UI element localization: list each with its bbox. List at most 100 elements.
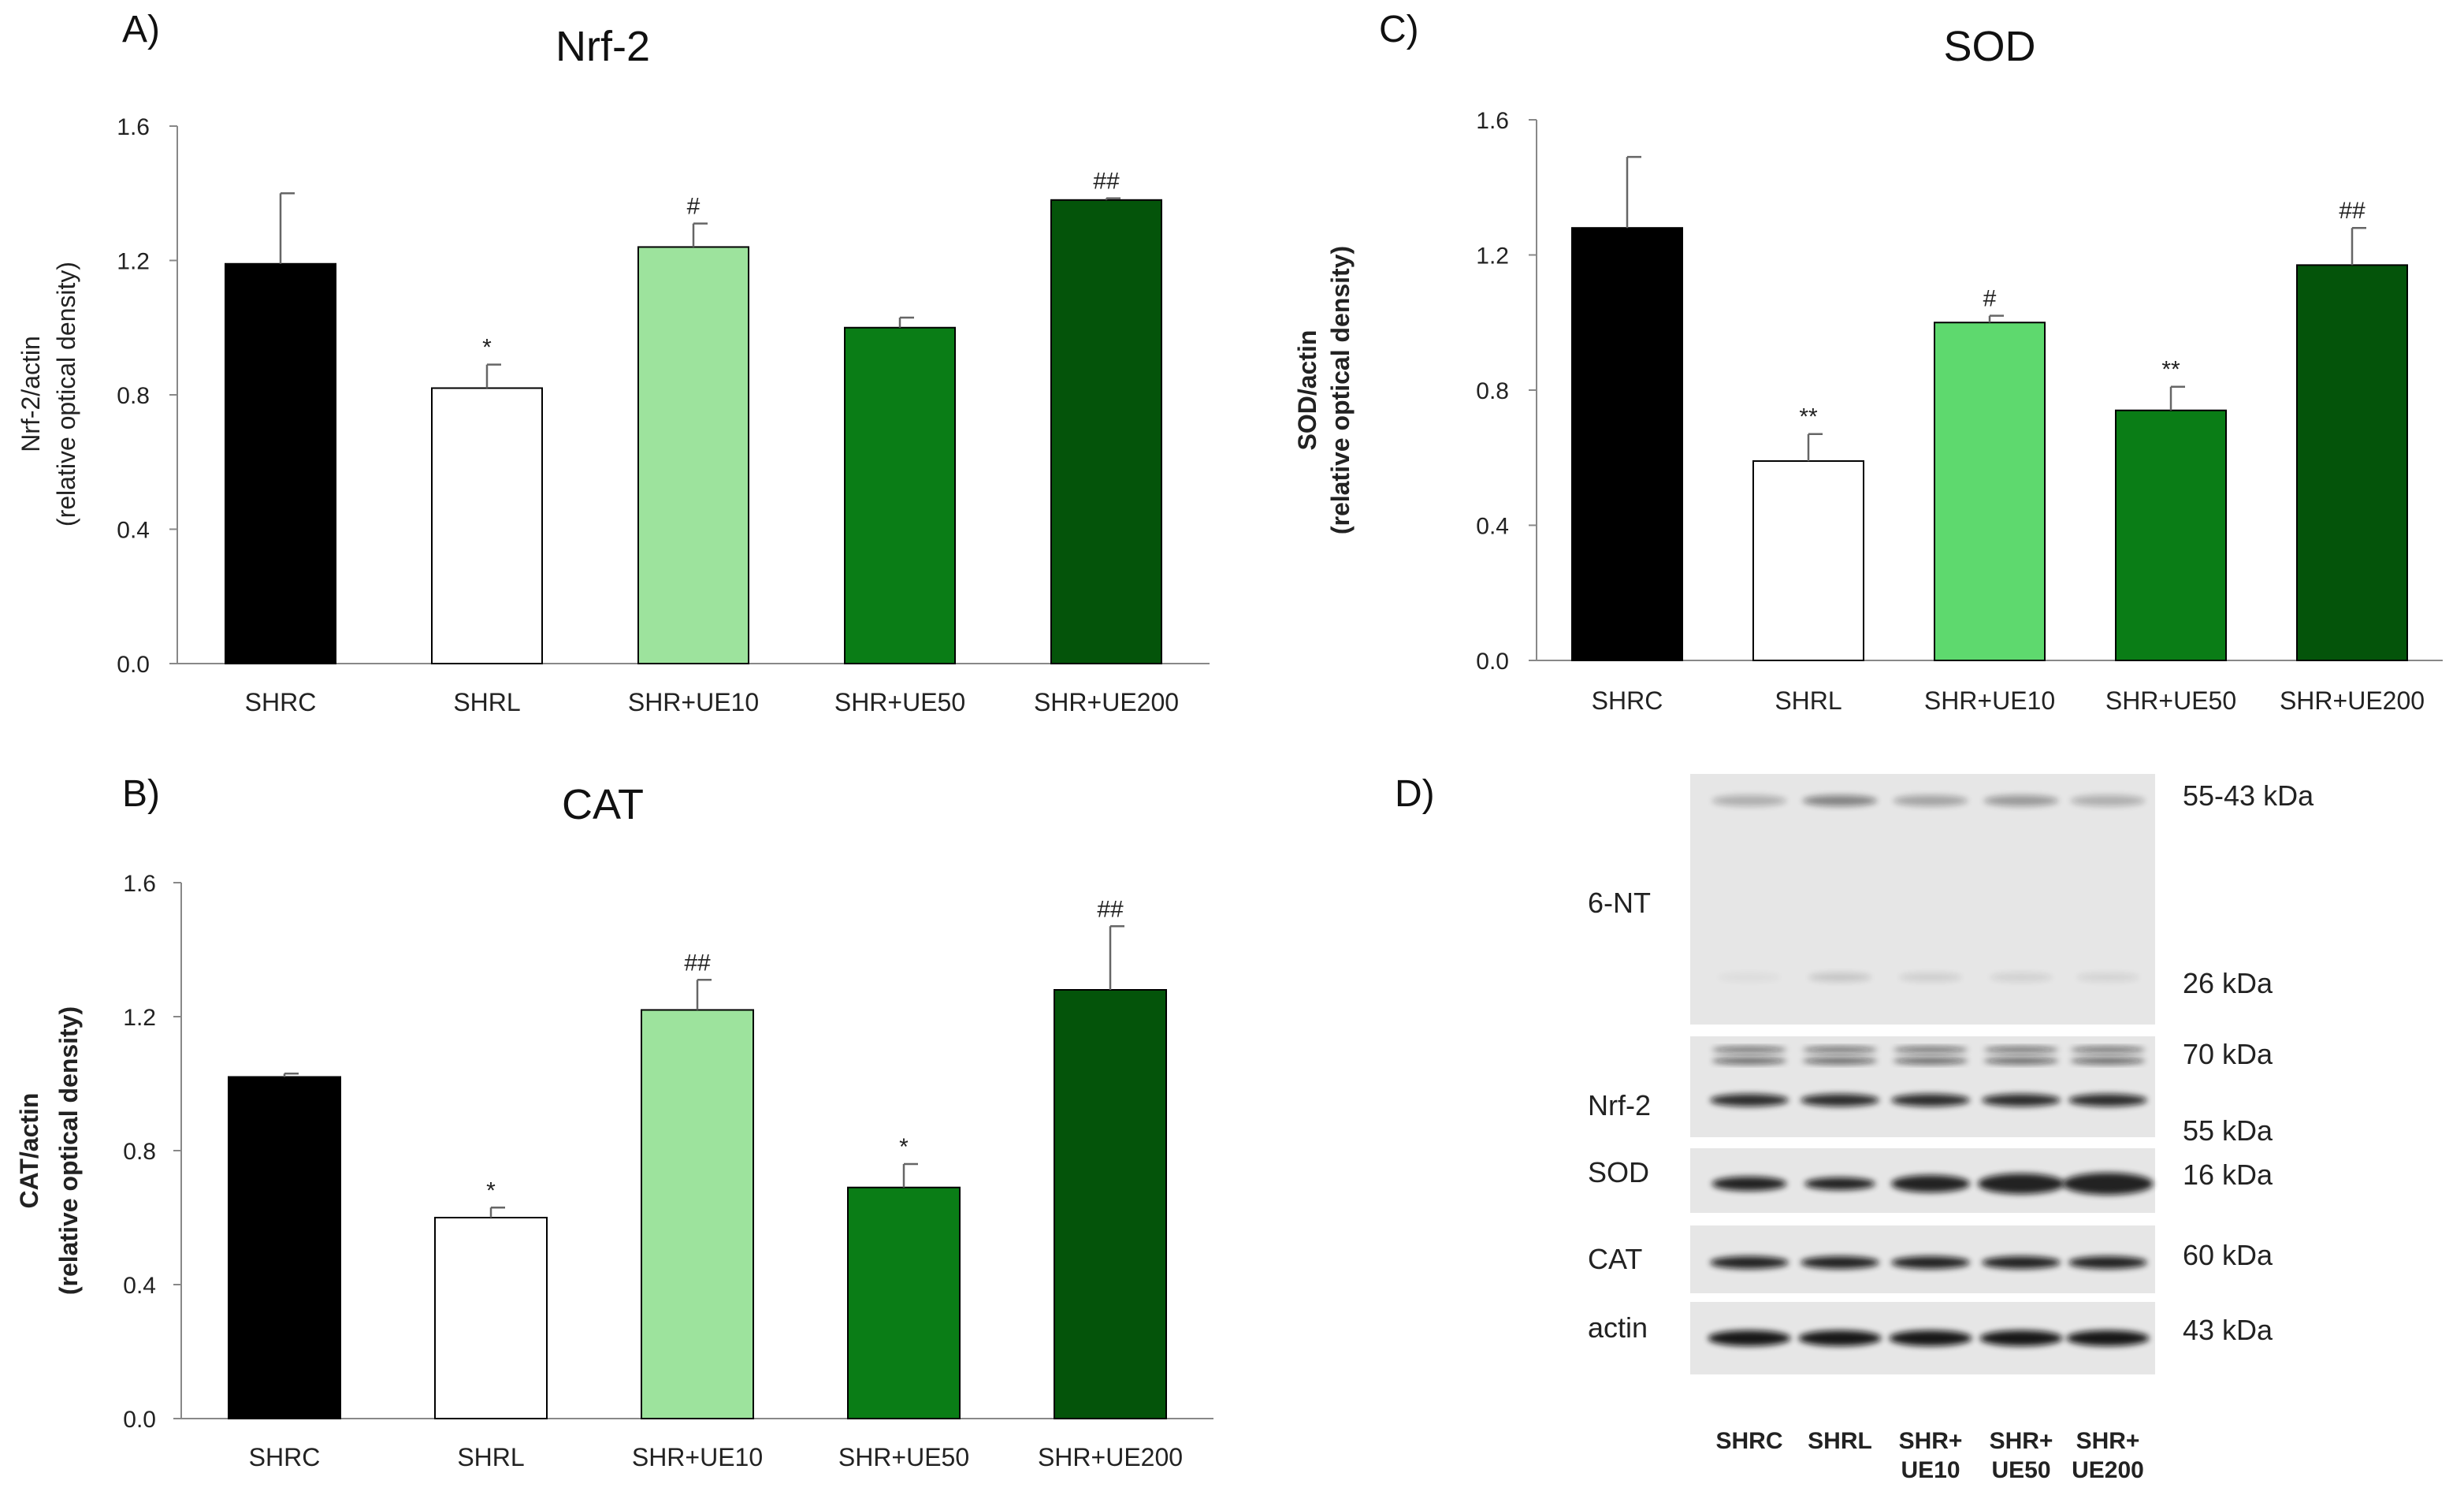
x-tick-label: SHRL: [453, 688, 520, 716]
bar-shr-ue200: [2296, 264, 2408, 661]
band-sod: [1804, 1177, 1875, 1190]
panel-letter: B): [122, 773, 160, 815]
band-6nt-lower: [1899, 973, 1962, 982]
band-nrf2-main: [1891, 1094, 1970, 1106]
lane-label-line2: UE50: [1991, 1457, 2050, 1483]
band-6nt-lower: [1990, 973, 2053, 982]
band-nrf2-top2: [1893, 1057, 1968, 1065]
panel-letter: C): [1379, 9, 1419, 50]
y-tick-label: 1.2: [117, 249, 150, 275]
band-nrf2-main: [1982, 1094, 2061, 1106]
significance-marker: **: [1799, 404, 1818, 430]
y-tick-label: 1.2: [123, 1005, 156, 1031]
x-tick-label: SHR+UE10: [1924, 686, 2055, 715]
band-nrf2-top2: [1983, 1057, 2059, 1065]
y-tick-label: 0.8: [123, 1139, 156, 1165]
y-axis-label-line2: (relative optical density): [54, 1006, 83, 1295]
gel-strip-6nt: [1690, 774, 2155, 1025]
band-actin: [1798, 1330, 1882, 1346]
bar-shrl: [431, 387, 543, 664]
kda-label: 70 kDa: [2183, 1038, 2273, 1070]
band-nrf2-top1: [1802, 1047, 1878, 1053]
y-tick-label: 0.0: [1476, 649, 1509, 675]
significance-marker: #: [687, 194, 701, 220]
lane-label-line1: SHR+: [1899, 1428, 1963, 1454]
bar-shr-ue200: [1050, 199, 1162, 664]
band-6nt-upper: [1893, 795, 1968, 806]
band-cat: [1891, 1256, 1970, 1269]
bar-shrc: [225, 262, 336, 664]
y-tick-label: 1.2: [1476, 244, 1509, 270]
x-tick-label: SHR+UE50: [2105, 686, 2236, 715]
significance-marker: ##: [2339, 198, 2366, 224]
x-tick-label: SHRL: [1775, 686, 1841, 715]
band-nrf2-top2: [1802, 1057, 1878, 1065]
y-axis-label: CAT/actin (relative optical density): [15, 1006, 83, 1295]
chart-title: SOD: [1943, 23, 2036, 70]
x-tick-label: SHR+UE200: [1038, 1443, 1183, 1471]
kda-label: 26 kDa: [2183, 967, 2273, 999]
band-actin: [1979, 1330, 2063, 1346]
x-tick-label: SHR+UE200: [2280, 686, 2425, 715]
y-tick-label: 0.4: [123, 1273, 156, 1299]
band-actin: [1708, 1330, 1791, 1346]
blot-row-label: CAT: [1588, 1243, 1642, 1275]
bar-shrc: [228, 1076, 341, 1419]
x-tick-label: SHRC: [249, 1443, 321, 1471]
band-nrf2-main: [2068, 1094, 2147, 1106]
significance-marker: #: [1983, 286, 1997, 312]
band-nrf2-top1: [1893, 1047, 1968, 1053]
blot-row-label: 6-NT: [1588, 887, 1651, 919]
bar-shrl: [434, 1217, 548, 1419]
panel-b: B) CAT CAT/actin (relative optical densit…: [0, 757, 1229, 1506]
gel-strip-nrf2: [1690, 1036, 2155, 1137]
kda-label: 55-43 kDa: [2183, 779, 2314, 812]
x-tick-label: SHRC: [245, 688, 317, 716]
y-tick-label: 0.0: [123, 1407, 156, 1433]
panel-c: C) SOD SOD/actin (relative optical densit…: [1229, 0, 2464, 757]
significance-marker: **: [2161, 357, 2180, 383]
band-6nt-upper: [2070, 795, 2146, 806]
y-axis-label: Nrf-2/actin (relative optical density): [17, 262, 80, 526]
band-cat: [1710, 1256, 1789, 1269]
band-6nt-upper: [1802, 795, 1878, 806]
y-axis-label-line1: CAT/actin: [15, 1093, 43, 1209]
x-tick-label: SHRC: [1592, 686, 1663, 715]
bar-chart: Nrf-2/actin (relative optical density) 0.0…: [17, 114, 1210, 716]
band-nrf2-main: [1801, 1094, 1879, 1106]
band-actin: [2066, 1330, 2150, 1346]
band-sod: [1978, 1173, 2064, 1194]
band-nrf2-top2: [2070, 1057, 2146, 1065]
blot-row-label: SOD: [1588, 1156, 1649, 1188]
bar-chart: SOD/actin (relative optical density) 0.0 0.…: [1293, 108, 2443, 715]
y-axis-label-line2: (relative optical density): [52, 262, 80, 526]
bar-shr-ue200: [1054, 989, 1167, 1419]
bar-shr-ue10: [1934, 322, 2046, 661]
band-sod: [2062, 1173, 2154, 1195]
panel-a: A) Nrf-2 Nrf-2/actin (relative optical de…: [0, 0, 1229, 757]
bar-shr-ue50: [847, 1186, 961, 1419]
band-cat: [2068, 1256, 2147, 1269]
panel-letter: D): [1395, 773, 1435, 815]
lane-label-line2: UE200: [2072, 1457, 2144, 1483]
blot-row-label: actin: [1588, 1311, 1648, 1344]
bar-shr-ue50: [2115, 409, 2227, 661]
band-nrf2-top1: [1711, 1047, 1787, 1053]
x-tick-label: SHR+UE200: [1034, 688, 1179, 716]
y-axis-label-line2: (relative optical density): [1326, 246, 1355, 534]
lane-label-line1: SHR+: [1990, 1428, 2053, 1454]
x-tick-label: SHR+UE10: [628, 688, 759, 716]
y-axis-label-line1: SOD/actin: [1293, 330, 1321, 451]
band-nrf2-top2: [1711, 1057, 1787, 1065]
x-tick-label: SHR+UE10: [632, 1443, 763, 1471]
chart-title: Nrf-2: [556, 23, 650, 70]
blot-row-label: Nrf-2: [1588, 1089, 1651, 1121]
kda-label: 60 kDa: [2183, 1239, 2273, 1271]
significance-marker: ##: [1097, 896, 1124, 922]
kda-label: 16 kDa: [2183, 1159, 2273, 1191]
band-cat: [1982, 1256, 2061, 1269]
lane-label-line1: SHRL: [1808, 1428, 1872, 1454]
y-axis-label-line1: Nrf-2/actin: [17, 336, 45, 452]
significance-marker: *: [486, 1177, 496, 1203]
band-6nt-lower: [1718, 973, 1781, 982]
